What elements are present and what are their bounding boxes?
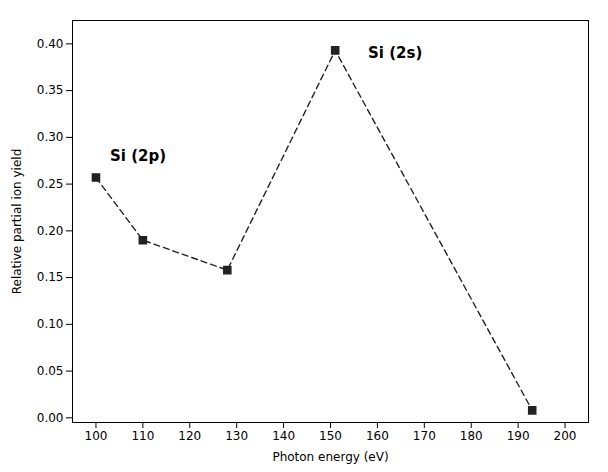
svg-text:190: 190 xyxy=(507,429,530,443)
svg-text:0.25: 0.25 xyxy=(37,177,64,191)
svg-text:0.05: 0.05 xyxy=(37,364,64,378)
svg-text:180: 180 xyxy=(460,429,483,443)
svg-text:0.10: 0.10 xyxy=(37,317,64,331)
svg-text:0.20: 0.20 xyxy=(37,224,64,238)
svg-text:0.35: 0.35 xyxy=(37,83,64,97)
svg-text:0.40: 0.40 xyxy=(37,37,64,51)
svg-text:Si (2p): Si (2p) xyxy=(110,147,166,165)
svg-text:150: 150 xyxy=(319,429,342,443)
svg-text:Photon energy (eV): Photon energy (eV) xyxy=(272,450,388,464)
svg-text:200: 200 xyxy=(554,429,577,443)
svg-text:160: 160 xyxy=(366,429,389,443)
svg-text:0.30: 0.30 xyxy=(37,130,64,144)
svg-text:100: 100 xyxy=(85,429,108,443)
svg-text:120: 120 xyxy=(178,429,201,443)
svg-text:110: 110 xyxy=(131,429,154,443)
svg-text:Relative partial ion yield: Relative partial ion yield xyxy=(10,149,24,295)
svg-text:140: 140 xyxy=(272,429,295,443)
svg-text:0.00: 0.00 xyxy=(37,411,64,425)
svg-text:170: 170 xyxy=(413,429,436,443)
svg-text:130: 130 xyxy=(225,429,248,443)
svg-text:Si (2s): Si (2s) xyxy=(368,44,422,62)
svg-text:0.15: 0.15 xyxy=(37,270,64,284)
